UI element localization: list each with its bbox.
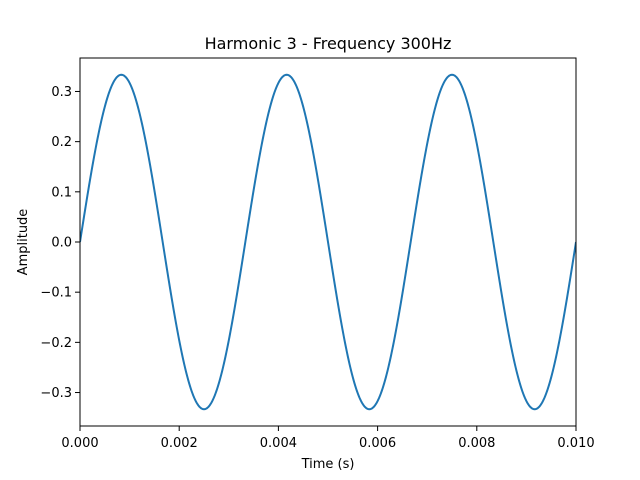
- x-tick-label: 0.006: [359, 436, 396, 451]
- axes-frame: [79, 57, 577, 427]
- y-tick-label: −0.2: [40, 336, 72, 351]
- x-axis-ticks: 0.000 0.002 0.004 0.006 0.008 0.010: [61, 426, 595, 451]
- y-tick-label: −0.1: [40, 286, 72, 301]
- chart-title: Harmonic 3 - Frequency 300Hz: [205, 34, 452, 53]
- y-tick-label: −0.3: [40, 386, 72, 401]
- x-axis-label: Time (s): [301, 457, 355, 472]
- x-tick-label: 0.004: [260, 436, 297, 451]
- y-tick-label: 0.0: [51, 236, 72, 251]
- y-axis-ticks: −0.3 −0.2 −0.1 0.0 0.1 0.2 0.3: [40, 85, 80, 401]
- x-tick-label: 0.000: [61, 436, 98, 451]
- y-tick-label: 0.1: [51, 185, 72, 200]
- x-tick-label: 0.002: [161, 436, 198, 451]
- x-tick-label: 0.008: [458, 436, 495, 451]
- y-tick-label: 0.2: [51, 135, 72, 150]
- series-line-0: [80, 73, 576, 411]
- plot-area: [80, 73, 576, 411]
- x-tick-label: 0.010: [557, 436, 594, 451]
- y-tick-label: 0.3: [51, 85, 72, 100]
- y-axis-label: Amplitude: [16, 209, 31, 276]
